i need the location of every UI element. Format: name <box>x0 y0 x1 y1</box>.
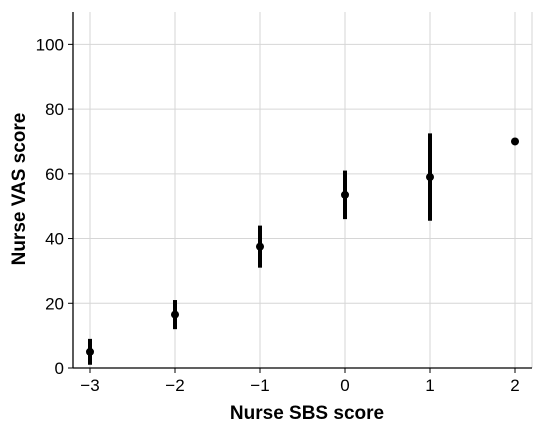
y-tick-label: 0 <box>55 359 64 378</box>
data-point <box>341 190 349 199</box>
x-tick-label: −2 <box>165 376 184 395</box>
data-point <box>86 347 94 356</box>
data-point <box>511 137 519 146</box>
y-tick-label: 60 <box>45 165 64 184</box>
x-axis-label: Nurse SBS score <box>230 403 384 422</box>
x-tick-label: 2 <box>510 376 519 395</box>
x-tick-label: −3 <box>80 376 99 395</box>
data-point <box>426 173 434 182</box>
data-point <box>171 310 179 319</box>
grid <box>73 12 533 369</box>
data-marks <box>86 133 519 365</box>
x-tick-label: 0 <box>340 376 349 395</box>
y-tick-label: 100 <box>36 35 64 54</box>
y-tick-label: 80 <box>45 100 64 119</box>
x-tick-label: 1 <box>425 376 434 395</box>
y-tick-label: 40 <box>45 230 64 249</box>
x-tick-label: −1 <box>250 376 269 395</box>
axes <box>68 12 532 373</box>
y-tick-label: 20 <box>45 294 64 313</box>
data-point <box>256 242 264 251</box>
y-axis-label: Nurse VAS score <box>9 113 30 266</box>
